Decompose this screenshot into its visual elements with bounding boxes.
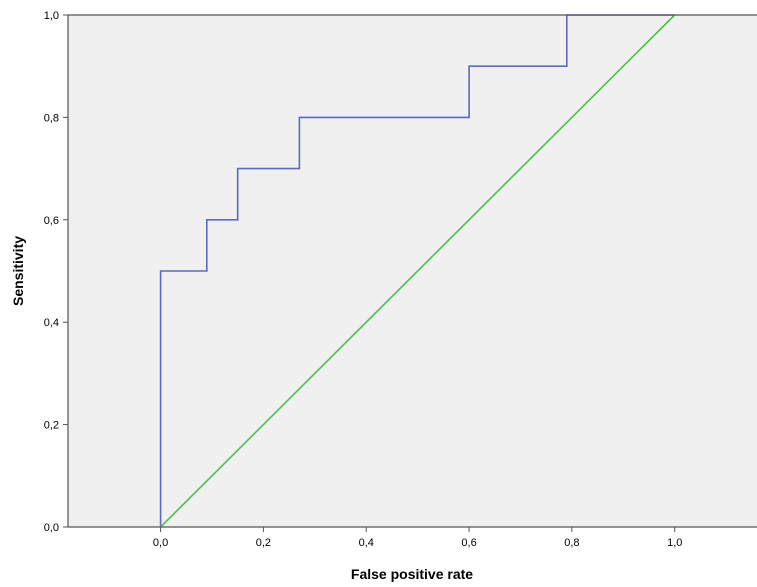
x-tick-label: 0,8 (564, 537, 579, 549)
y-tick-label: 0,8 (44, 112, 59, 124)
y-tick-label: 0,4 (44, 317, 59, 329)
x-tick-label: 0,0 (153, 537, 168, 549)
y-ticks: 0,0 0,2 0,4 0,6 0,8 1,0 (44, 10, 68, 534)
axes-frame (67, 14, 757, 528)
series-layer (159, 14, 676, 528)
x-tick-label: 0,2 (256, 537, 271, 549)
y-axis-title: Sensitivity (10, 236, 26, 306)
y-tick-label: 0,2 (44, 420, 59, 432)
x-tick-label: 1,0 (667, 537, 682, 549)
reference-diagonal-line (160, 14, 676, 528)
x-axis-title: False positive rate (351, 566, 473, 582)
roc-curve-line (159, 14, 675, 527)
x-ticks: 0,0 0,2 0,4 0,6 0,8 1,0 (153, 527, 682, 549)
x-tick-label: 0,4 (359, 537, 374, 549)
y-tick-label: 0,0 (44, 522, 59, 534)
y-tick-label: 1,0 (44, 10, 59, 22)
y-tick-label: 0,6 (44, 215, 59, 227)
x-tick-label: 0,6 (461, 537, 476, 549)
